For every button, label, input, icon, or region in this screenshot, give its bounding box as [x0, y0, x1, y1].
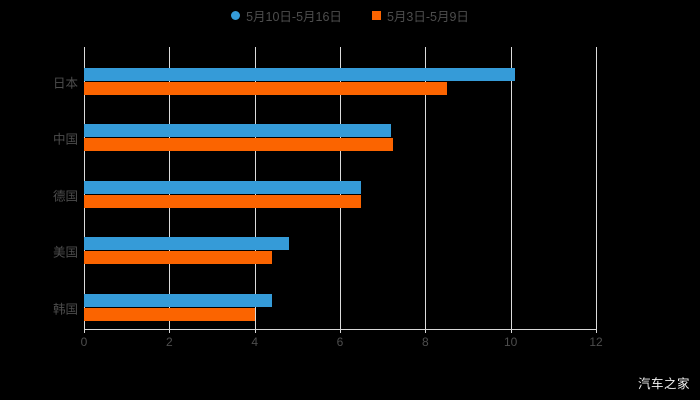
x-tick-label-12: 12: [589, 335, 603, 349]
bar-中国-series-2[interactable]: [84, 138, 394, 152]
y-tick-label-美国: 美国: [52, 245, 78, 260]
x-tick-mark-10: [510, 329, 512, 333]
bar-日本-series-1[interactable]: [84, 68, 515, 81]
legend-label-series-1: 5月10日-5月16日: [246, 9, 342, 24]
bar-韩国-series-2[interactable]: [84, 307, 255, 321]
x-tick-mark-0: [84, 329, 85, 333]
x-tick-mark-4: [254, 329, 256, 333]
bar-德国-series-2[interactable]: [84, 194, 362, 208]
y-tick-label-韩国: 韩国: [52, 302, 78, 317]
x-tick-label-4: 4: [251, 335, 258, 349]
legend-entry-series-1[interactable]: 5月10日-5月16日: [231, 6, 342, 25]
bar-美国-series-2[interactable]: [84, 251, 272, 265]
bar-美国-series-1[interactable]: [84, 237, 289, 251]
y-axis-labels: 日本中国德国美国韩国: [4, 0, 78, 400]
x-tick-mark-8: [425, 329, 427, 333]
x-tick-mark-2: [169, 329, 171, 333]
x-tick-mark-12: [596, 329, 597, 333]
x-tick-label-10: 10: [503, 335, 518, 349]
gridline-x-10: [510, 47, 512, 329]
legend-entry-series-2[interactable]: 5月3日-5月9日: [371, 6, 469, 25]
x-tick-label-2: 2: [165, 335, 173, 349]
legend-marker-square-icon: [371, 10, 381, 20]
plot-area: [84, 47, 597, 329]
watermark: 汽车之家: [637, 377, 690, 391]
y-tick-label-中国: 中国: [52, 132, 78, 147]
bar-日本-series-2[interactable]: [84, 82, 447, 95]
x-tick-mark-6: [340, 329, 341, 333]
chart-legend: 5月10日-5月16日 5月3日-5月9日: [0, 4, 700, 26]
legend-label-series-2: 5月3日-5月9日: [386, 9, 469, 24]
gridline-x-12: [596, 47, 597, 329]
y-tick-label-日本: 日本: [52, 76, 78, 91]
bar-韩国-series-1[interactable]: [84, 293, 272, 307]
bar-中国-series-1[interactable]: [84, 124, 392, 138]
legend-marker-circle-icon: [231, 10, 241, 20]
x-tick-label-0: 0: [80, 335, 88, 349]
y-tick-label-德国: 德国: [52, 189, 78, 204]
gridline-x-8: [425, 47, 427, 329]
x-tick-label-8: 8: [421, 335, 429, 349]
x-tick-label-6: 6: [336, 335, 344, 349]
bar-德国-series-1[interactable]: [84, 180, 362, 194]
